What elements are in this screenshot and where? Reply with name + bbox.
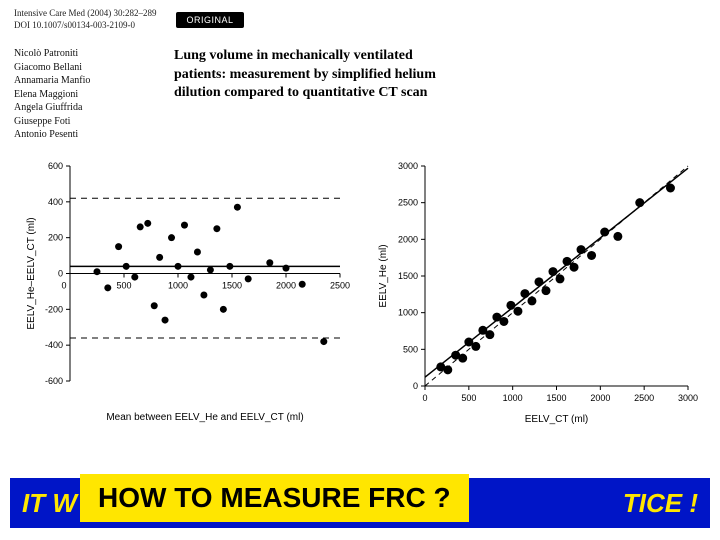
svg-text:EELV_CT (ml): EELV_CT (ml)	[525, 414, 589, 425]
svg-text:2500: 2500	[330, 280, 350, 290]
author: Antonio Pesenti	[14, 128, 144, 142]
journal-info: Intensive Care Med (2004) 30:282–289 DOI…	[14, 8, 156, 31]
svg-text:0: 0	[422, 393, 427, 403]
svg-text:-200: -200	[45, 304, 63, 314]
svg-text:0: 0	[58, 268, 63, 278]
svg-text:2000: 2000	[398, 234, 418, 244]
svg-text:-400: -400	[45, 340, 63, 350]
author: Nicolò Patroniti	[14, 47, 144, 61]
bland-altman-chart: -600 -400 -200 0 200 400 600 0 500 1000 1500 2000 25…	[20, 156, 350, 431]
paper-title: Lung volume in mechanically ventilated p…	[174, 47, 464, 142]
svg-text:0: 0	[413, 381, 418, 391]
meta-row: Nicolò Patroniti Giacomo Bellani Annamar…	[14, 47, 706, 142]
svg-text:1500: 1500	[398, 271, 418, 281]
svg-text:2000: 2000	[590, 393, 610, 403]
svg-text:3000: 3000	[678, 393, 698, 403]
svg-text:0: 0	[61, 280, 66, 290]
journal-line: Intensive Care Med (2004) 30:282–289 DOI…	[14, 8, 706, 31]
svg-text:2500: 2500	[398, 198, 418, 208]
correlation-chart: 0 500 1000 1500 2000 2500 3000 0 500 1000 1500 2000…	[370, 156, 700, 431]
journal-ref: Intensive Care Med (2004) 30:282–289	[14, 8, 156, 20]
article-type-badge: ORIGINAL	[176, 12, 243, 28]
svg-text:1000: 1000	[503, 393, 523, 403]
author: Giuseppe Foti	[14, 115, 144, 129]
author: Giacomo Bellani	[14, 61, 144, 75]
svg-text:500: 500	[461, 393, 476, 403]
blue-left-text: IT W	[22, 488, 77, 519]
svg-text:2000: 2000	[276, 280, 296, 290]
svg-text:EELV_He–EELV_CT (ml): EELV_He–EELV_CT (ml)	[26, 217, 37, 329]
svg-text:2500: 2500	[634, 393, 654, 403]
svg-text:500: 500	[403, 344, 418, 354]
yellow-overlay: HOW TO MEASURE FRC ?	[80, 474, 469, 522]
svg-text:1500: 1500	[222, 280, 242, 290]
svg-text:600: 600	[48, 161, 63, 171]
author: Angela Giuffrida	[14, 101, 144, 115]
paper-header: Intensive Care Med (2004) 30:282–289 DOI…	[0, 0, 720, 146]
svg-text:EELV_He (ml): EELV_He (ml)	[378, 244, 389, 307]
svg-text:400: 400	[48, 197, 63, 207]
svg-text:Mean between EELV_He and EELV_: Mean between EELV_He and EELV_CT (ml)	[106, 412, 303, 423]
svg-text:1500: 1500	[546, 393, 566, 403]
author: Elena Maggioni	[14, 88, 144, 102]
doi: DOI 10.1007/s00134-003-2109-0	[14, 20, 156, 32]
footer-banner: IT W TICE ! HOW TO MEASURE FRC ?	[10, 478, 710, 528]
svg-text:-600: -600	[45, 376, 63, 386]
svg-text:200: 200	[48, 233, 63, 243]
charts-row: -600 -400 -200 0 200 400 600 0 500 1000 1500 2000 25…	[0, 146, 720, 431]
blue-right-text: TICE !	[623, 488, 698, 519]
author: Annamaria Manfio	[14, 74, 144, 88]
svg-text:500: 500	[116, 280, 131, 290]
svg-text:3000: 3000	[398, 161, 418, 171]
svg-text:1000: 1000	[398, 308, 418, 318]
author-list: Nicolò Patroniti Giacomo Bellani Annamar…	[14, 47, 144, 142]
svg-text:1000: 1000	[168, 280, 188, 290]
